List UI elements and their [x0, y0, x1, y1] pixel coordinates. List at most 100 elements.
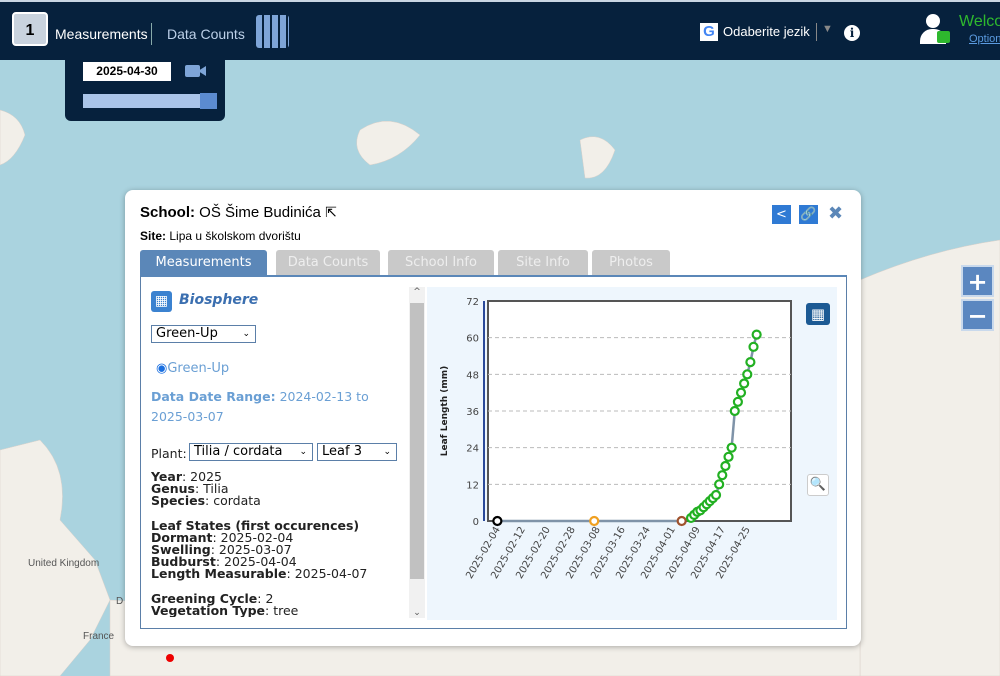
school-label: School: [140, 204, 195, 221]
options-link[interactable]: Option [969, 33, 1000, 45]
site-popup: School: OŠ Šime Budinića ⇱ Site: Lipa u … [125, 190, 861, 646]
tab-site-info[interactable]: Site Info [498, 250, 588, 276]
leaf-states-title: Leaf States (first occurences) [151, 518, 360, 533]
measurement-details[interactable]: ▦ Biosphere Green-Up ⌄ ◉Green-Up Data Dat… [151, 287, 409, 617]
plant-select-value: Tilia / cordata [194, 444, 283, 459]
y-tick-label: 0 [473, 517, 479, 528]
share-icon[interactable]: < [772, 205, 791, 224]
y-tick-label: 60 [466, 334, 479, 345]
welcome-text: Welco [959, 13, 1000, 30]
land [356, 120, 421, 166]
tab-measurements[interactable]: Measurements [140, 250, 267, 276]
data-point-measurable [710, 489, 722, 501]
data-point-measurable [739, 378, 750, 389]
date-range: Data Date Range: 2024-02-13 to 2025-03-07 [151, 387, 409, 427]
data-point-measurable [745, 357, 756, 368]
date-range-label: Data Date Range: [151, 389, 276, 404]
plant-select[interactable]: Tilia / cordata ⌄ [189, 443, 313, 461]
chevron-down-icon: ⌄ [383, 447, 391, 457]
section-title: Biosphere [179, 292, 259, 308]
calendar-chart-icon[interactable] [256, 15, 289, 48]
site-heading: Site: Lipa u školskom dvorištu [140, 229, 301, 243]
land [0, 109, 26, 166]
land [859, 239, 1000, 676]
dropdown-arrow-icon[interactable]: ▼ [822, 23, 833, 35]
scrollbar[interactable]: ^ ⌄ [409, 287, 425, 618]
land [579, 136, 616, 179]
y-tick-label: 12 [466, 480, 479, 491]
budburst-row: Budburst: 2025-04-04 [151, 554, 297, 569]
calendar-thermometer-icon[interactable]: 1 [12, 12, 48, 46]
data-point-measurable [720, 460, 731, 472]
species-row: Species: cordata [151, 493, 261, 508]
map-label: United Kingdom [28, 558, 100, 569]
greening-cycle-row: Greening Cycle: 2 [151, 591, 274, 606]
language-select[interactable]: Odaberite jezik [723, 24, 810, 39]
tab-data-counts[interactable]: Data Counts [276, 250, 380, 276]
chevron-down-icon: ⌄ [299, 447, 307, 457]
length-measurable-row: Length Measurable: 2025-04-07 [151, 566, 368, 581]
plant-label: Plant: [151, 446, 187, 461]
tab-school-info[interactable]: School Info [388, 250, 494, 276]
nav-data-counts[interactable]: Data Counts [167, 26, 245, 42]
tab-photos[interactable]: Photos [592, 250, 670, 276]
genus-row: Genus: Tilia [151, 481, 229, 496]
info-icon[interactable]: i [844, 25, 860, 41]
site-label: Site: [140, 229, 167, 243]
radio-green-up[interactable]: ◉Green-Up [156, 361, 229, 376]
data-point-measurable [723, 451, 734, 462]
external-link-icon[interactable]: ⇱ [325, 204, 337, 220]
data-point-measurable [742, 369, 753, 380]
chart-area: 0 12 24 36 48 60 72 2025-02-04 2025-02-12 2025-02… [427, 287, 837, 620]
y-axis-label: Leaf Length (mm) [440, 366, 450, 456]
video-camera-icon-lens [198, 66, 206, 76]
y-tick-label: 36 [466, 407, 479, 418]
school-heading: School: OŠ Šime Budinića ⇱ [140, 204, 337, 221]
y-tick-label: 48 [466, 370, 479, 381]
divider [816, 23, 817, 41]
map-label: France [83, 631, 115, 642]
y-tick-label: 24 [466, 444, 479, 455]
data-point-measurable [726, 442, 737, 453]
scroll-up-icon[interactable]: ^ [413, 287, 421, 297]
leaf-select[interactable]: Leaf 3 ⌄ [317, 443, 397, 461]
swelling-row: Swelling: 2025-03-07 [151, 542, 292, 557]
map-label: D [116, 596, 124, 607]
protocol-select[interactable]: Green-Up ⌄ [151, 325, 256, 343]
data-point-dormant [492, 515, 503, 527]
data-point-measurable [714, 479, 725, 490]
chevron-down-icon: ⌄ [242, 329, 250, 339]
date-input[interactable]: 2025-04-30 [83, 62, 171, 81]
school-name: OŠ Šime Budinića [199, 204, 321, 221]
google-icon: G [700, 23, 718, 41]
video-camera-icon[interactable] [185, 65, 200, 77]
close-icon[interactable]: ✖ [828, 203, 844, 224]
user-unlock-icon[interactable] [918, 14, 952, 46]
year-row: Year: 2025 [151, 469, 222, 484]
tab-content: ▦ Biosphere Green-Up ⌄ ◉Green-Up Data Dat… [140, 275, 847, 629]
map-zoom-out-button[interactable]: − [961, 299, 994, 331]
date-slider[interactable] [83, 93, 217, 109]
protocol-select-value: Green-Up [156, 326, 218, 341]
slider-handle[interactable] [200, 93, 217, 109]
date-panel: 2025-04-30 [65, 60, 225, 121]
map-zoom-in-button[interactable]: + [961, 265, 994, 297]
nav-measurements[interactable]: Measurements [55, 26, 148, 42]
vegetation-type-row: Vegetation Type: tree [151, 603, 299, 617]
dormant-row: Dormant: 2025-02-04 [151, 530, 294, 545]
scrollbar-thumb[interactable] [410, 303, 424, 579]
radio-selected-icon: ◉ [156, 361, 168, 376]
date-range-start: 2024-02-13 to [279, 389, 369, 404]
divider [151, 23, 152, 45]
data-point-measurable [748, 341, 759, 352]
link-icon[interactable]: 🔗 [799, 205, 818, 224]
data-point-measurable [717, 470, 728, 481]
scroll-down-icon[interactable]: ⌄ [413, 608, 421, 618]
zoom-in-icon[interactable]: 🔍 [807, 474, 829, 496]
data-table-icon[interactable]: ▦ [806, 303, 830, 325]
site-marker[interactable] [166, 654, 174, 662]
data-point-measurable [729, 405, 740, 417]
leaf-select-value: Leaf 3 [322, 444, 362, 459]
data-point-measurable [751, 329, 762, 340]
data-point-swelling [589, 515, 600, 527]
